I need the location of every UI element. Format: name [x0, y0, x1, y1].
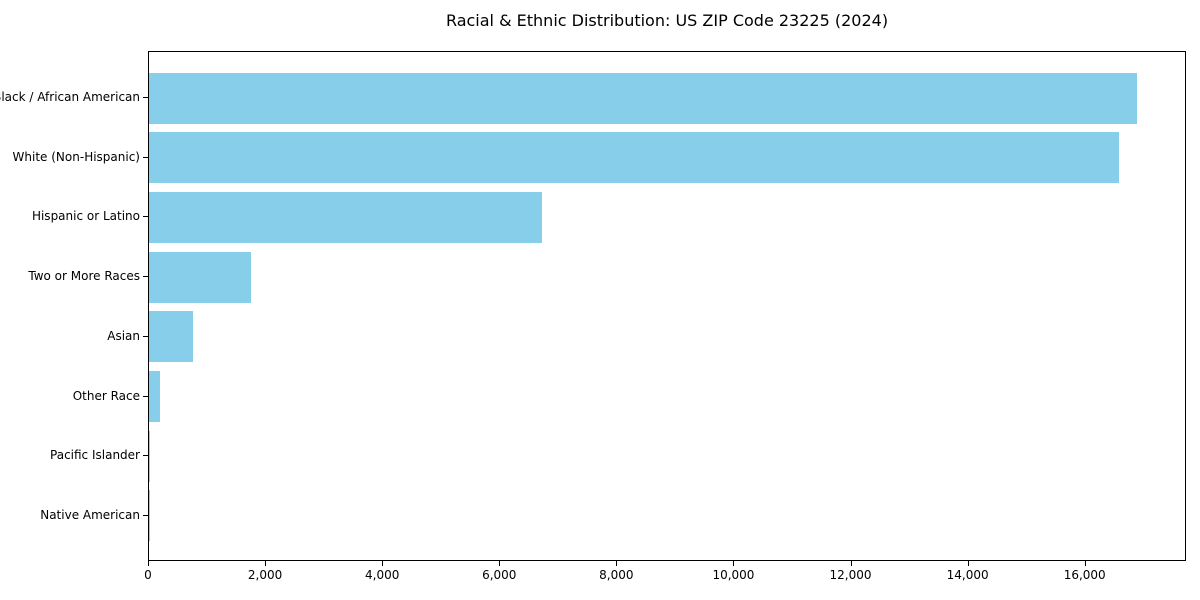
- x-tick-label-6000: 6,000: [482, 568, 517, 582]
- x-tick-label-16000: 16,000: [1063, 568, 1106, 582]
- x-tick-label-12000: 12,000: [829, 568, 872, 582]
- x-tick-mark: [265, 561, 267, 566]
- y-tick-mark: [143, 335, 148, 337]
- y-tick-mark: [143, 216, 148, 218]
- x-tick-mark: [850, 561, 852, 566]
- bar-black-african-american: [149, 72, 1138, 124]
- x-tick-label-14000: 14,000: [946, 568, 989, 582]
- y-tick-label-native-american: Native American: [40, 507, 140, 522]
- y-tick-label-other-race: Other Race: [72, 388, 140, 403]
- y-tick-mark: [143, 276, 148, 278]
- x-tick-label-4000: 4,000: [364, 568, 400, 582]
- bar-other-race: [149, 371, 160, 423]
- plot-area: [148, 51, 1186, 561]
- x-tick-mark: [1084, 561, 1086, 566]
- y-tick-mark: [143, 514, 148, 516]
- x-tick-mark: [967, 561, 969, 566]
- x-tick-label-8000: 8,000: [599, 568, 634, 582]
- bar-two-or-more-races: [149, 251, 251, 303]
- y-tick-mark: [143, 156, 148, 158]
- x-tick-label-2000: 2,000: [247, 568, 283, 582]
- y-tick-label-white-non-hispanic: White (Non-Hispanic): [12, 149, 140, 164]
- y-tick-label-black-african-american: Black / African American: [0, 90, 140, 105]
- x-tick-label-10000: 10,000: [712, 568, 755, 582]
- x-tick-mark: [148, 561, 149, 566]
- y-tick-label-asian: Asian: [107, 328, 140, 343]
- x-tick-mark: [616, 561, 618, 566]
- y-tick-mark: [143, 455, 148, 457]
- y-tick-mark: [143, 395, 148, 397]
- x-tick-mark: [499, 561, 501, 566]
- bar-asian: [149, 311, 193, 363]
- y-tick-mark: [143, 97, 148, 99]
- x-tick-label-0: 0: [144, 568, 152, 582]
- bar-native-american: [149, 490, 150, 542]
- chart-title: Racial & Ethnic Distribution: US ZIP Cod…: [445, 11, 889, 30]
- bar-white-non-hispanic: [149, 132, 1120, 184]
- bar-hispanic-or-latino: [149, 191, 543, 243]
- y-tick-label-hispanic-or-latino: Hispanic or Latino: [31, 209, 140, 224]
- bar-pacific-islander: [149, 430, 151, 482]
- y-tick-label-pacific-islander: Pacific Islander: [50, 448, 140, 463]
- y-tick-label-two-or-more-races: Two or More Races: [28, 269, 140, 284]
- x-tick-mark: [733, 561, 735, 566]
- x-tick-mark: [382, 561, 384, 566]
